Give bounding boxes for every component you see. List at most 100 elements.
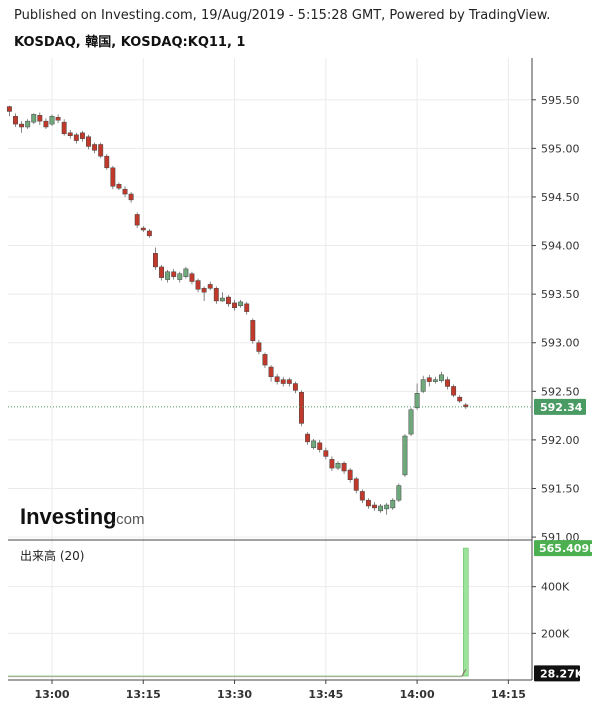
volume-axis: 400K 200K — [532, 581, 570, 640]
candle-body — [61, 121, 67, 135]
candle-body — [183, 268, 189, 277]
candle-body — [92, 144, 98, 151]
price-tick-label: 592.50 — [541, 385, 580, 398]
candle-body — [378, 505, 384, 512]
price-tick-label: 594.50 — [541, 191, 580, 204]
candle-body — [116, 184, 122, 189]
candle-body — [396, 485, 402, 501]
candle-body — [146, 230, 152, 237]
candle-body — [299, 392, 304, 424]
candle-body — [13, 116, 18, 125]
candle-body — [201, 288, 207, 293]
candle-body — [49, 116, 55, 125]
grid — [8, 58, 532, 680]
price-pane — [8, 58, 532, 540]
price-tick-label: 594.00 — [541, 240, 580, 253]
symbol-title: KOSDAQ, 韓国, KOSDAQ:KQ11, 1 — [14, 35, 246, 50]
volume-last-badge — [534, 540, 592, 557]
candle-body — [122, 188, 128, 195]
candle-body — [140, 227, 146, 231]
candle-body — [445, 379, 450, 387]
time-tick-label: 14:15 — [491, 688, 526, 701]
candle-body — [128, 193, 134, 201]
time-tick-label: 13:45 — [308, 688, 343, 701]
candle-body — [420, 379, 426, 392]
candle-body — [329, 459, 335, 469]
candle-body — [98, 144, 104, 157]
candle-body — [79, 132, 85, 139]
volume-tick-label: 200K — [541, 627, 570, 640]
time-tick-label: 14:00 — [400, 688, 435, 701]
investing-logo-suffix: .com — [112, 511, 145, 528]
candle-body — [19, 123, 25, 128]
candle-body — [219, 297, 225, 302]
price-tick-label: 593.00 — [541, 337, 580, 350]
candle-body — [335, 462, 341, 469]
candle-body — [438, 374, 444, 381]
volume-title: 出来高 (20) — [20, 548, 84, 563]
candle-body — [86, 136, 91, 147]
investing-logo: Investing — [20, 504, 117, 529]
candle-body — [195, 280, 201, 290]
candle-body — [177, 273, 183, 280]
candle-body — [250, 320, 256, 342]
time-tick-label: 13:00 — [34, 688, 69, 701]
candle-body — [365, 499, 371, 507]
price-axis: 595.50 595.00 594.50 594.00 593.50 593.00 592.… — [532, 94, 580, 544]
candle-body — [323, 450, 329, 457]
candle-body — [317, 442, 323, 450]
candle-body — [451, 386, 457, 396]
price-tick-label: 593.50 — [541, 288, 580, 301]
candle-body — [226, 296, 231, 305]
volume-ma-badge — [534, 665, 580, 682]
candle-body — [292, 383, 298, 391]
candle-body — [171, 271, 177, 277]
candle-body — [268, 366, 274, 377]
volume-ma-tail — [461, 669, 467, 677]
candle-body — [152, 253, 158, 268]
candle-body — [73, 134, 79, 141]
candle-body — [104, 155, 110, 169]
candle-body — [256, 342, 262, 352]
candle-body — [189, 273, 195, 282]
candle-body — [274, 376, 280, 382]
volume-last-label: 565.409K — [539, 542, 598, 555]
candle-body — [25, 120, 31, 128]
candle-body — [463, 404, 469, 408]
candles[interactable] — [6, 105, 469, 515]
candle-body — [432, 379, 438, 382]
candle-body — [159, 266, 164, 278]
candle-body — [213, 288, 219, 302]
candle-body — [353, 478, 359, 491]
candle-body — [359, 491, 365, 501]
price-tick-label: 595.00 — [541, 142, 580, 155]
last-price-badge — [534, 398, 586, 415]
candle-body — [238, 301, 244, 307]
candle-body — [286, 379, 292, 384]
candle-body — [262, 354, 268, 366]
candle-body — [311, 440, 317, 448]
price-tick-label: 591.50 — [541, 482, 580, 495]
candle-body — [402, 435, 408, 476]
candle-body — [31, 114, 37, 123]
volume-bar — [462, 547, 469, 677]
candle-body — [457, 396, 463, 402]
candle-body — [372, 504, 377, 509]
candle-body — [207, 284, 213, 289]
candle-body — [165, 271, 171, 280]
price-tick-label: 592.00 — [541, 434, 580, 447]
candle-body — [110, 167, 116, 187]
candle-body — [43, 120, 49, 128]
candle-body — [426, 377, 432, 382]
candle-body — [347, 469, 353, 480]
last-price-label: 592.34 — [540, 401, 583, 414]
time-axis: 13:00 13:15 13:30 13:45 14:00 14:15 — [34, 680, 526, 701]
time-tick-label: 13:15 — [126, 688, 161, 701]
candle-body — [341, 462, 347, 472]
price-tick-label: 595.50 — [541, 94, 580, 107]
candle-body — [134, 214, 140, 226]
candle-body — [414, 393, 420, 409]
volume-tick-label: 400K — [541, 581, 570, 594]
candle-body — [67, 132, 73, 136]
